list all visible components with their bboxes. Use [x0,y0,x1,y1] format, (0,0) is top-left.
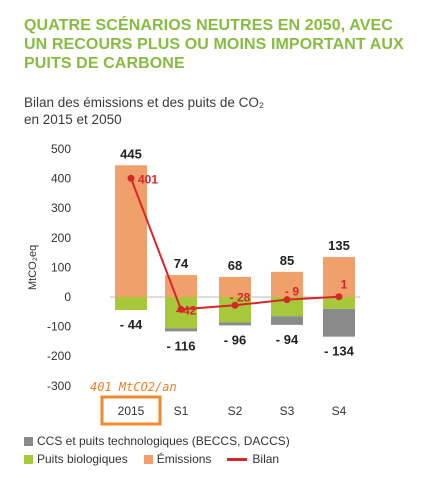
bar-emissions [219,276,251,297]
balance-value-label: - 28 [230,290,251,304]
y-tick-label: 200 [51,231,71,245]
bar-total-label: 68 [228,258,242,273]
y-tick-label: 300 [51,201,71,215]
balance-value-label: 1 [341,278,348,292]
legend-swatch-technological [24,436,33,446]
bar-total-label: 85 [280,253,294,268]
x-tick-label: S2 [228,404,243,418]
bar-technological [323,308,355,337]
balance-point [177,305,185,313]
legend-label-biological: Puits biologiques [37,452,128,466]
bar-technological [165,328,197,332]
bar-emissions [115,165,147,297]
bar-biological [271,297,303,317]
annotation-note: 401 MtCO2/an [90,380,177,394]
bar-total-label: 74 [174,256,189,271]
bar-sink-label: - 44 [120,317,143,332]
bar-emissions [323,257,355,297]
bar-biological [219,297,251,323]
bar-technological [271,316,303,325]
highlight-box [100,395,162,426]
legend-item-biological: Puits biologiques [24,452,128,466]
y-tick-label: -300 [47,379,71,393]
legend-swatch-balance [227,457,248,461]
subtitle-line-1: Bilan des émissions et des puits de CO₂ [24,95,265,110]
legend-label-balance: Bilan [252,452,280,466]
balance-point [127,174,135,182]
balance-point [283,296,291,304]
x-tick-label: 2015 [118,404,145,418]
legend-item-technological: CCS et puits technologiques (BECCS, DACC… [24,434,290,448]
legend-label-technological: CCS et puits technologiques (BECCS, DACC… [37,434,290,448]
chart-legend: CCS et puits technologiques (BECCS, DACC… [24,432,306,468]
balance-value-label: 401 [138,172,158,186]
bar-sink-label: - 96 [224,332,246,347]
chart-subtitle: Bilan des émissions et des puits de CO₂ … [24,94,324,128]
y-tick-label: 400 [51,172,71,186]
bar-total-label: 445 [120,146,142,161]
chart-title: QUATRE SCÉNARIOS NEUTRES EN 2050, AVEC U… [24,17,404,72]
x-tick-label: S3 [280,404,295,418]
bar-emissions [271,271,303,297]
balance-point [231,301,239,309]
legend-swatch-biological [24,454,33,464]
y-tick-label: 0 [64,290,71,304]
balance-value-label: - 42 [176,303,197,317]
balance-point [335,293,343,301]
bar-sink-label: - 94 [276,332,299,347]
y-axis-label: MtCO₂eq [27,245,39,290]
bar-sink-label: - 134 [324,344,354,359]
subtitle-line-2: en 2015 et 2050 [24,112,122,127]
x-tick-label: S1 [174,404,189,418]
bar-sink-label: - 116 [167,338,196,353]
y-tick-label: 100 [51,260,71,274]
legend-item-balance: Bilan [227,452,279,466]
bar-emissions [165,275,197,297]
legend-item-emissions: Émissions [143,452,212,466]
balance-value-label: - 9 [285,285,299,299]
bar-biological [115,297,147,311]
bar-technological [219,322,251,326]
y-tick-label: 500 [51,142,71,156]
legend-label-emissions: Émissions [156,452,212,466]
x-tick-label: S4 [332,404,347,418]
y-tick-label: -100 [47,320,71,334]
bar-biological [323,297,355,309]
bar-total-label: 135 [328,238,350,253]
y-tick-label: -200 [47,349,71,363]
chart-canvas: 500 400 300 200 100 0 -100 -200 -300 MtCO₂eq 445 74… [27,142,360,426]
legend-swatch-emissions [143,454,153,464]
